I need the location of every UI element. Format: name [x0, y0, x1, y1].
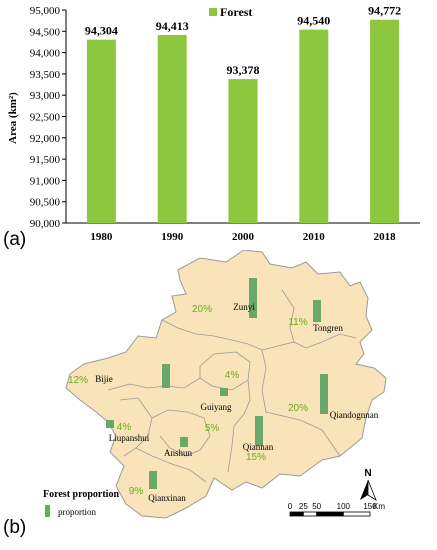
bar-value-label: 94,772	[368, 4, 401, 18]
bar-value-label: 94,304	[85, 24, 118, 38]
forest-area-bar-chart: Area (km²) 90,000 90,500 91,000 91,500 92,00…	[7, 4, 420, 243]
legend: Forest	[209, 5, 252, 19]
border-anshun	[151, 409, 211, 457]
proportion-bar	[220, 388, 228, 396]
y-tick-label: 93,500	[30, 69, 61, 81]
scale-label: 100	[337, 502, 351, 511]
region-name: Bijie	[95, 374, 113, 384]
map-legend-swatch	[45, 505, 50, 517]
bar	[228, 79, 258, 223]
north-arrow: N	[360, 468, 377, 501]
bar-value-label: 94,413	[156, 19, 189, 33]
scale-segment	[302, 511, 318, 517]
proportion-bar	[106, 420, 114, 428]
scale-segment	[316, 511, 344, 517]
bar	[370, 19, 400, 223]
border-liupanshui	[119, 397, 153, 457]
proportion-bar	[313, 300, 321, 322]
proportion-bar	[180, 437, 188, 447]
scale-unit: Km	[373, 502, 385, 511]
bar	[299, 29, 329, 223]
region-name: Tongren	[313, 323, 343, 333]
bar-value-label: 93,378	[227, 63, 260, 77]
north-arrow-icon	[360, 480, 368, 500]
panel-b-label: (b)	[3, 517, 27, 538]
region-percent: 11%	[288, 317, 307, 328]
border-bijie-south	[107, 377, 201, 391]
scale-label: 50	[312, 502, 321, 511]
bar-value-label: 94,540	[297, 14, 330, 28]
y-axis-title: Area (km²)	[7, 92, 19, 144]
legend-label: Forest	[220, 5, 252, 19]
region-markers: Zunyi 20% Tongren 11% Bijie 12% Guiyang 4% Qiand…	[68, 278, 379, 503]
region-name: Liupanshui	[109, 433, 150, 443]
region-percent: 15%	[246, 452, 266, 463]
north-arrow-icon-right	[367, 479, 377, 501]
scale-label: 25	[299, 502, 308, 511]
proportion-bar	[249, 278, 257, 318]
region-percent: 9%	[129, 486, 144, 497]
y-tick-label: 95,000	[30, 5, 61, 17]
region-name: Guiyang	[201, 402, 232, 412]
y-tick-label: 92,500	[30, 112, 61, 124]
north-label: N	[364, 468, 371, 479]
x-tick-label: 2000	[232, 231, 255, 243]
region-percent: 20%	[288, 403, 308, 414]
x-tick-label: 1990	[161, 231, 184, 243]
y-tick-label: 91,500	[30, 154, 61, 166]
map-legend-title: Forest proportion	[43, 489, 119, 500]
border-tongren	[281, 289, 357, 349]
scale-segment	[289, 511, 304, 517]
region-name: Anshun	[164, 448, 193, 458]
y-tick-label: 94,000	[30, 48, 61, 60]
x-tick-label: 2018	[374, 231, 397, 243]
y-tick-label: 90,500	[30, 197, 61, 209]
region-percent: 20%	[192, 304, 212, 315]
guizhou-forest-proportion-map: Zunyi 20% Tongren 11% Bijie 12% Guiyang 4% Qiand…	[43, 250, 387, 519]
province-map	[65, 250, 387, 519]
region-name: Qianxinan	[148, 493, 186, 503]
district-borders	[107, 289, 357, 483]
y-tick-label: 92,000	[30, 133, 61, 145]
border-qianxinan	[135, 447, 207, 483]
y-tick-label: 94,500	[30, 26, 61, 38]
border-qiandongnan	[261, 349, 341, 457]
region-percent: 12%	[68, 375, 88, 386]
scale-label: 150	[363, 502, 377, 511]
region-name: Zunyi	[233, 302, 255, 312]
scale-label: 0	[288, 502, 293, 511]
y-tick-label: 91,000	[30, 175, 61, 187]
panel-a-label: (a)	[3, 229, 27, 250]
border-zunyi-south	[161, 319, 295, 351]
region-name: Qiannan	[243, 442, 274, 452]
map-legend-label: proportion	[58, 507, 96, 517]
x-axis: 1980 1990 2000 2010 2018	[66, 222, 420, 243]
map-legend: Forest proportion proportion	[43, 489, 119, 517]
proportion-bar	[162, 364, 170, 388]
proportion-bar	[320, 374, 328, 414]
x-tick-label: 2010	[303, 231, 326, 243]
bar	[86, 39, 116, 224]
proportion-bar	[149, 471, 157, 489]
province-outline	[65, 250, 387, 519]
region-percent: 5%	[205, 423, 220, 434]
bars: 94,304 94,413 93,378 94,540 94,772	[85, 4, 401, 224]
bar	[157, 35, 187, 224]
region-percent: 4%	[225, 370, 240, 381]
border-qiannan	[227, 379, 251, 473]
x-tick-label: 1980	[90, 231, 113, 243]
region-percent: 4%	[117, 422, 132, 433]
y-tick-label: 93,000	[30, 90, 61, 102]
y-tick-label: 90,000	[30, 218, 61, 230]
region-name: Qiandognnan	[330, 410, 379, 420]
legend-swatch	[209, 8, 217, 16]
y-axis: 90,000 90,500 91,000 91,500 92,000 92,500 93,0…	[30, 5, 67, 230]
scale-segment	[342, 511, 371, 517]
proportion-bar	[255, 416, 263, 446]
